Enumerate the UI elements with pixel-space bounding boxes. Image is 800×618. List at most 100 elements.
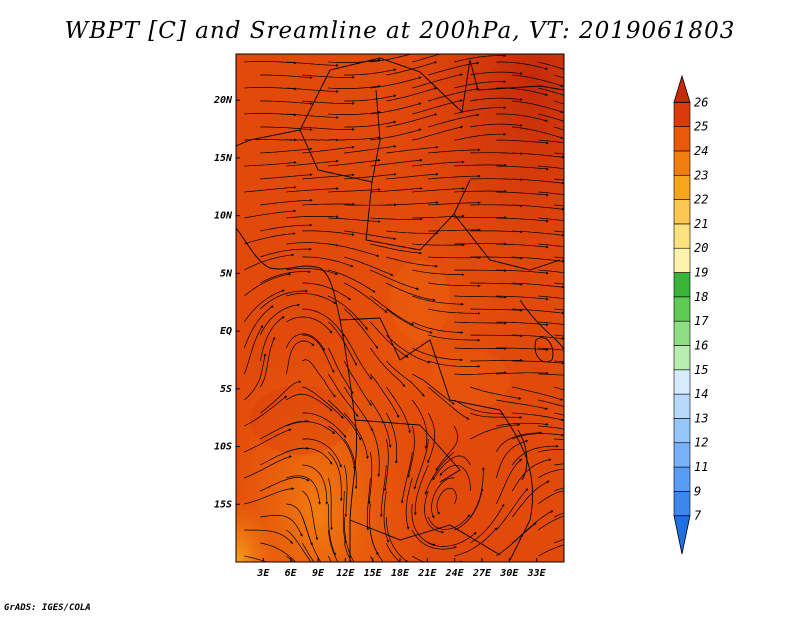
streamline [413, 464, 429, 516]
streamline [554, 126, 564, 131]
y-tick-label: 5N [220, 268, 233, 279]
streamline [370, 373, 400, 418]
streamline [370, 158, 423, 167]
streamline [344, 308, 379, 350]
streamline [538, 399, 564, 407]
streamline [286, 267, 339, 275]
streamline [412, 269, 465, 277]
streamline [243, 305, 274, 349]
streamline [512, 126, 564, 140]
colorbar-box [673, 296, 691, 322]
streamline [412, 99, 464, 115]
colorbar-label: 13 [694, 411, 708, 425]
colorbar-label: 21 [694, 217, 708, 231]
colorbar-box [673, 150, 691, 176]
streamline [496, 399, 549, 410]
streamline [260, 542, 297, 562]
streamline [412, 243, 465, 247]
streamline [454, 321, 507, 325]
x-tick-label: 21E [417, 568, 437, 579]
x-tick-label: 24E [445, 568, 465, 579]
x-tick-label: 33E [527, 568, 547, 579]
streamline [428, 174, 481, 180]
streamline [344, 412, 369, 460]
streamline [386, 230, 439, 235]
streamline [260, 126, 313, 131]
streamline [286, 215, 339, 219]
streamline [343, 542, 353, 562]
streamline [412, 214, 465, 219]
latitude-axis: 20N 15N 10N 5N EQ 5S 10S 15S [213, 95, 240, 510]
streamline [328, 136, 381, 141]
colorbar-label: 23 [694, 168, 708, 182]
streamline [470, 386, 522, 400]
streamline [428, 148, 481, 154]
streamline [327, 477, 333, 531]
streamline [538, 468, 564, 479]
streamline [496, 522, 537, 557]
streamline [512, 178, 564, 185]
x-tick-label: 9E [312, 568, 325, 579]
streamline [554, 512, 564, 518]
streamline [370, 128, 422, 141]
colorbar-label: 25 [694, 120, 708, 134]
streamline [412, 321, 464, 334]
streamline [428, 201, 481, 206]
y-tick-label: EQ [220, 326, 232, 337]
streamline [554, 487, 564, 492]
streamline [496, 422, 549, 427]
colorbar-label: 7 [694, 509, 702, 523]
streamline [385, 542, 401, 562]
streamline [454, 132, 507, 141]
streamline [512, 433, 564, 440]
streamline [302, 256, 354, 268]
streamline [496, 269, 549, 275]
streamline [327, 347, 354, 395]
streamline [512, 230, 564, 237]
streamline [428, 308, 481, 315]
streamline [554, 152, 564, 155]
streamline [412, 73, 464, 89]
streamline [244, 185, 297, 193]
colorbar-box [673, 418, 691, 444]
streamline [428, 334, 481, 342]
streamline [496, 165, 549, 171]
colorbar-label: 24 [694, 144, 708, 158]
colorbar-label: 22 [694, 193, 708, 207]
streamline [554, 412, 564, 416]
streamline [512, 386, 564, 401]
streamline [328, 217, 381, 223]
streamline [470, 412, 523, 419]
streamline [328, 84, 381, 89]
streamline [302, 230, 355, 236]
streamline [386, 282, 436, 302]
streamline [512, 334, 564, 340]
streamline [407, 425, 415, 478]
streamline [413, 438, 429, 490]
colorbar-label: 20 [694, 241, 708, 255]
streamline [286, 393, 333, 412]
streamline [554, 463, 564, 466]
streamline [259, 316, 285, 362]
streamline [412, 54, 442, 63]
streamline [285, 340, 315, 375]
x-tick-label: 6E [285, 568, 298, 579]
streamline [370, 243, 422, 255]
streamline [454, 106, 507, 115]
streamline [244, 353, 267, 401]
grads-credit: GrADS: IGES/COLA [4, 603, 91, 613]
streamline [412, 295, 464, 306]
colorbar-label: 11 [694, 460, 708, 474]
colorbar-box [673, 393, 691, 419]
streamline [286, 113, 339, 119]
streamline [412, 187, 465, 193]
streamline [244, 428, 292, 453]
streamline [386, 172, 439, 180]
streamline [554, 178, 564, 181]
streamline [260, 100, 313, 105]
streamline [496, 191, 549, 197]
streamline [344, 68, 397, 76]
streamline [385, 412, 398, 464]
streamline [370, 76, 422, 89]
